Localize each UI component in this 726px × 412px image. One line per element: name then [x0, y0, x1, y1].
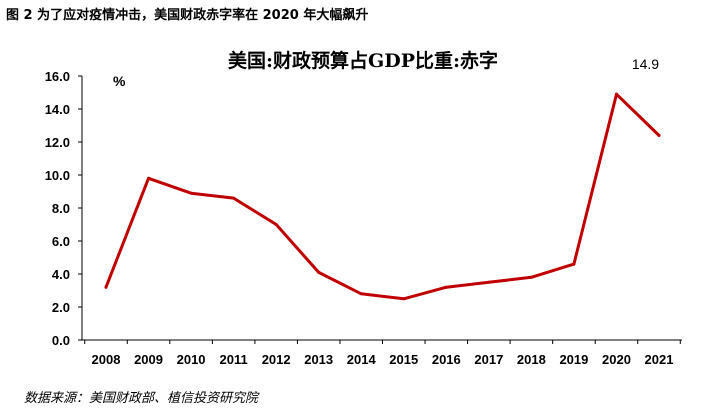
y-unit-label: %	[113, 73, 126, 89]
data-point	[529, 275, 533, 279]
chart-title: 美国:财政预算占GDP比重:赤字	[227, 50, 499, 72]
y-tick-label: 2.0	[52, 300, 70, 315]
label-layer: 14.9	[632, 56, 659, 72]
x-tick-label: 2009	[134, 352, 163, 367]
data-point	[317, 270, 321, 274]
x-tick-label: 2012	[262, 352, 291, 367]
data-point	[572, 262, 576, 266]
data-label: 14.9	[632, 56, 659, 72]
data-point	[359, 292, 363, 296]
x-tick-label: 2018	[517, 352, 546, 367]
source-note: 数据来源：美国财政部、植信投资研究院	[24, 391, 259, 406]
data-point	[189, 191, 193, 195]
y-tick-label: 12.0	[45, 135, 70, 150]
x-tick-label: 2013	[304, 352, 333, 367]
x-axis: 2008 2009 2010 2011 2012 2013 2014 2015 2016 2017…	[82, 339, 682, 367]
data-point	[232, 196, 236, 200]
x-tick-label: 2010	[177, 352, 206, 367]
data-point	[614, 92, 618, 96]
x-tick-label: 2021	[645, 352, 674, 367]
x-tick-label: 2014	[347, 352, 377, 367]
data-point	[104, 285, 108, 289]
y-axis: 0.0 2.0 4.0 6.0 8.0 10.0 12.0 14.0 16.0%	[45, 69, 126, 348]
data-point	[487, 280, 491, 284]
data-point	[444, 285, 448, 289]
figure-caption: 图 2 为了应对疫情冲击，美国财政赤字率在 2020 年大幅飙升	[6, 8, 369, 23]
x-tick-label: 2015	[389, 352, 418, 367]
y-tick-label: 14.0	[45, 102, 70, 117]
y-tick-label: 16.0	[45, 69, 70, 84]
y-tick-label: 0.0	[52, 333, 70, 348]
series-line	[104, 92, 661, 301]
x-tick-label: 2017	[474, 352, 503, 367]
data-point	[657, 133, 661, 137]
data-point	[274, 223, 278, 226]
y-tick-label: 8.0	[52, 201, 70, 216]
x-tick-label: 2020	[602, 352, 631, 367]
data-point	[402, 297, 406, 301]
x-tick-label: 2019	[559, 352, 588, 367]
y-tick-label: 4.0	[52, 267, 70, 282]
x-tick-label: 2008	[92, 352, 121, 367]
y-tick-label: 10.0	[45, 168, 70, 183]
y-tick-label: 6.0	[52, 234, 70, 249]
series-layer	[104, 92, 661, 301]
x-tick-label: 2011	[220, 352, 248, 367]
data-point	[147, 176, 151, 180]
x-tick-label: 2016	[432, 352, 461, 367]
